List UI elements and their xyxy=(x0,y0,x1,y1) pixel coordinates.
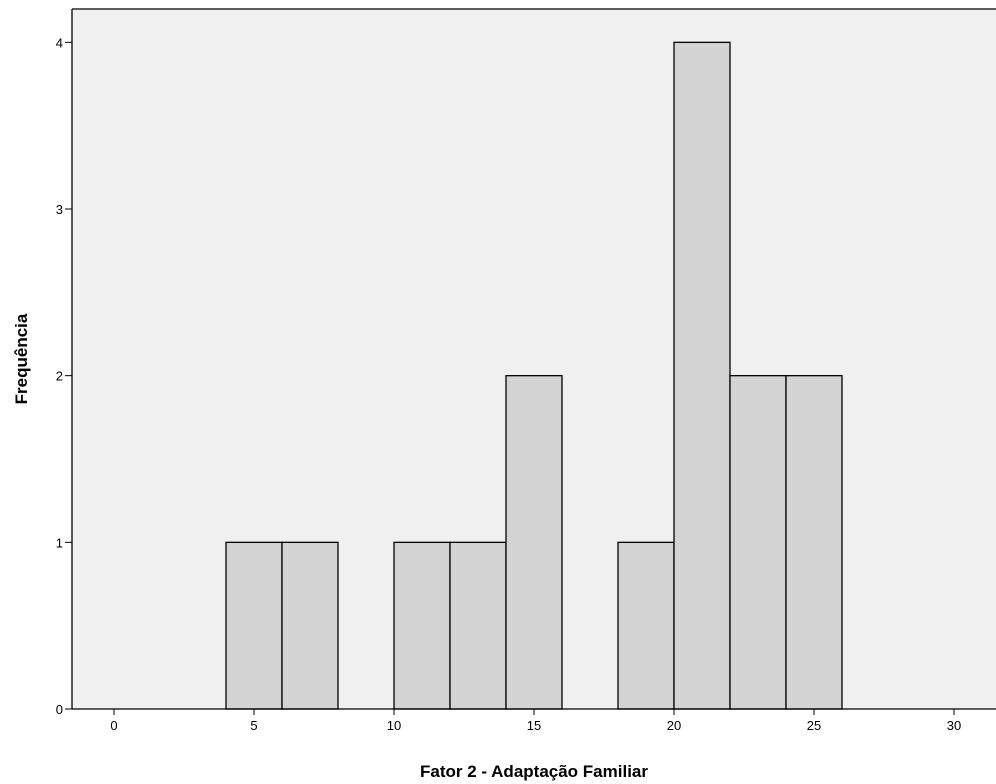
y-tick-label: 4 xyxy=(56,35,63,50)
histogram-bar xyxy=(225,541,283,710)
x-tick-label: 10 xyxy=(387,718,401,733)
histogram-bar xyxy=(505,375,563,710)
histogram-bar xyxy=(785,375,843,710)
y-tick-label: 0 xyxy=(56,702,63,717)
x-axis-title: Fator 2 - Adaptação Familiar xyxy=(420,762,648,781)
y-tick-label: 3 xyxy=(56,202,63,217)
y-axis: 0 1 2 3 4 xyxy=(56,8,996,717)
bars-group xyxy=(225,41,843,710)
x-tick-label: 25 xyxy=(807,718,821,733)
x-tick-label: 30 xyxy=(947,718,961,733)
x-tick-label: 20 xyxy=(667,718,681,733)
histogram-bar xyxy=(449,541,507,710)
y-tick-label: 2 xyxy=(56,369,63,384)
histogram-bar xyxy=(729,375,787,710)
x-tick-label: 0 xyxy=(110,718,117,733)
x-tick-label: 5 xyxy=(250,718,257,733)
histogram-bar xyxy=(393,541,451,710)
x-axis: 0 5 10 15 20 25 30 xyxy=(72,708,996,733)
histogram-bar xyxy=(281,541,339,710)
histogram-bar xyxy=(673,41,731,710)
histogram-bar xyxy=(617,541,675,710)
x-tick-label: 15 xyxy=(527,718,541,733)
y-tick-label: 1 xyxy=(56,535,63,550)
y-axis-title: Frequência xyxy=(12,313,31,404)
